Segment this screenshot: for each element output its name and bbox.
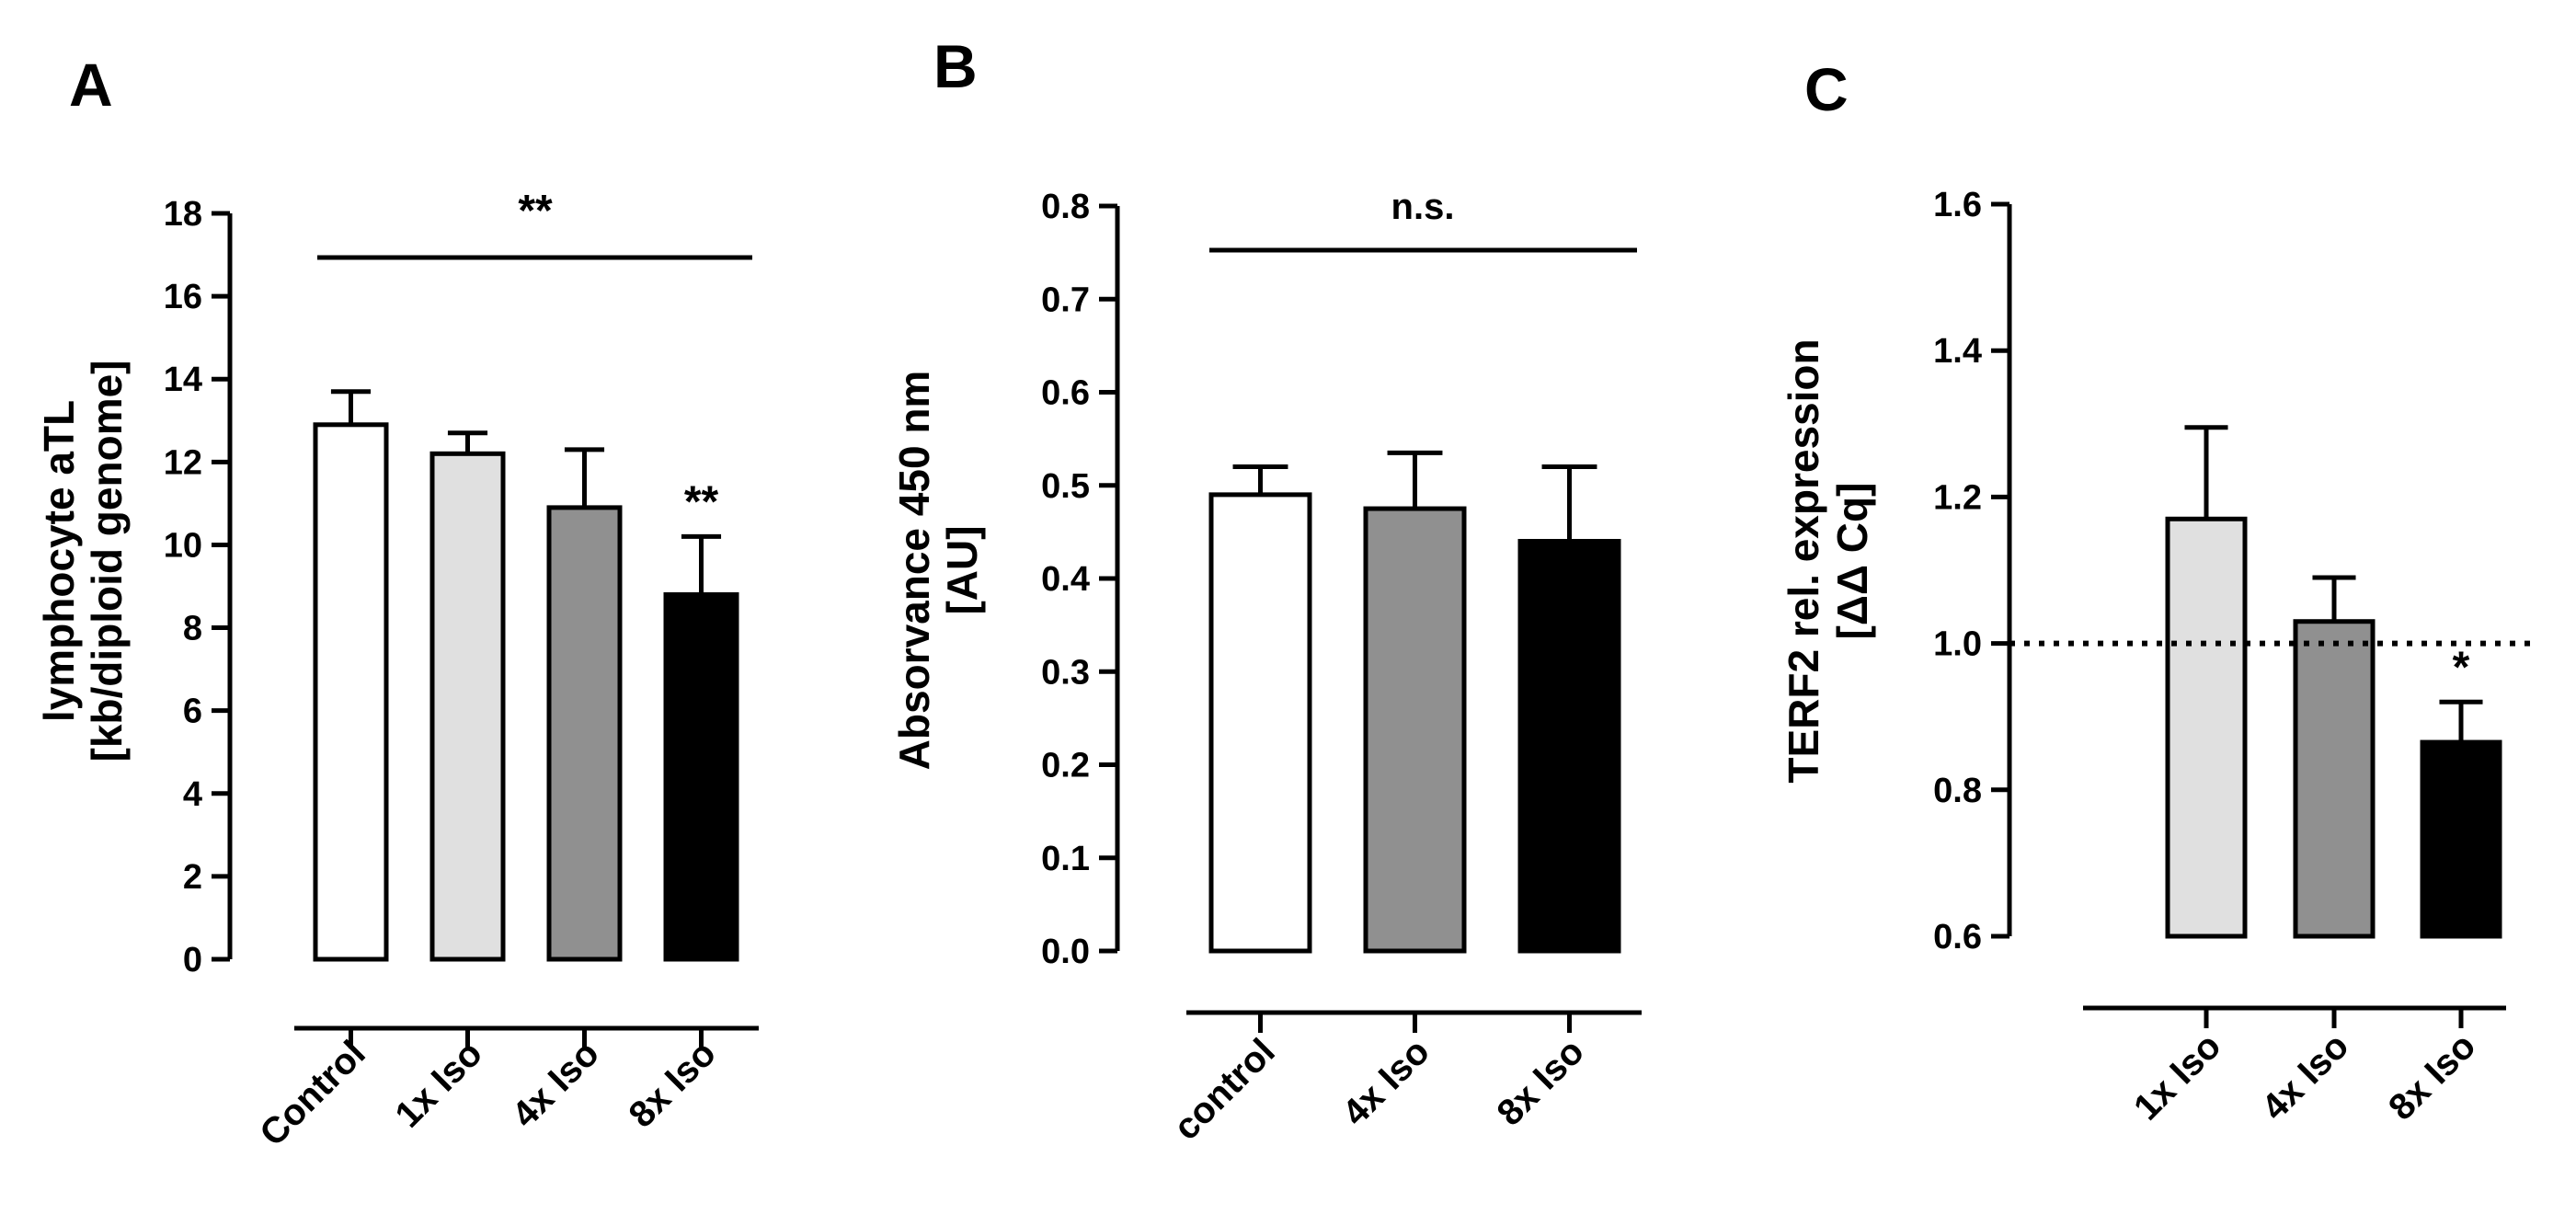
y-tick-label-c: 0.8 [1933,772,1982,810]
x-tick-label-c: 4x Iso [2254,1025,2356,1128]
bar-a-4 [663,592,739,962]
bar-annotation-c: * [2453,643,2470,692]
x-tick-label-a: Control [252,1033,373,1154]
panel-label-a: A [69,51,113,119]
bar-annotation-a: ** [684,477,719,526]
y-tick-label-b: 0.5 [1041,467,1090,506]
plot-a: 0 2 4 6 8 10 12 14 16 18 ** Control 1x Iso 4x Iso 8x I… [164,195,759,1154]
y-tick-label-b: 0.6 [1041,374,1090,413]
y-tick-label-b: 0.8 [1041,188,1090,226]
y-tick-label-a: 10 [164,526,202,565]
y-tick-label-c: 1.2 [1933,478,1982,517]
y-tick-label-a: 4 [183,775,202,814]
x-tick-label-b: control [1166,1031,1283,1148]
y-tick-label-c: 1.4 [1933,332,1982,371]
bar-a-2 [429,451,506,962]
y-tick-label-b: 0.3 [1041,653,1090,692]
plot-c: 0.6 0.8 1.0 1.2 1.4 1.6 * 1x Iso 4x Iso 8x Iso [1933,186,2538,1128]
y-tick-label-a: 14 [164,361,202,399]
bar-c-3 [2420,739,2502,939]
panel-a: A lymphocyte aTL [kb/diploid genome] 0 2 4… [35,51,759,1154]
x-tick-label-c: 8x Iso [2381,1025,2483,1128]
x-tick-label-a: 8x Iso [622,1033,724,1135]
significance-label-a: ** [518,187,553,235]
y-tick-label-a: 18 [164,195,202,234]
y-tick-label-b: 0.1 [1041,840,1090,878]
y-tick-label-a: 16 [164,278,202,316]
bar-a-1 [313,422,389,962]
y-tick-label-a: 0 [183,941,202,979]
x-tick-label-b: 4x Iso [1335,1031,1437,1133]
panel-label-c: C [1804,55,1849,123]
y-tick-label-b: 0.7 [1041,281,1090,319]
plot-b: 0.0 0.1 0.2 0.3 0.4 0.5 0.6 0.7 0.8 control 4x Iso… [1041,188,1642,1148]
significance-label-b: n.s. [1391,187,1455,227]
y-tick-label-b: 0.0 [1041,933,1090,971]
bar-b-3 [1517,539,1621,954]
panel-label-b: B [933,32,978,100]
y-tick-label-c: 1.6 [1933,186,1982,224]
x-tick-label-a: 1x Iso [388,1033,490,1135]
bar-c-2 [2293,619,2376,939]
bar-b-1 [1208,492,1312,954]
panel-b: B Absorvance 450 nm [AU] 0.0 0.1 0.2 0.3 0.4… [890,32,1642,1148]
y-tick-label-b: 0.4 [1041,560,1090,599]
y-tick-label-a: 8 [183,610,202,648]
y-tick-label-c: 1.0 [1933,625,1982,664]
y-tick-label-a: 2 [183,858,202,897]
y-axis-label-c-line1: TERF2 rel. expression [1780,338,1827,783]
bar-c-1 [2165,516,2248,939]
panel-c: C TERF2 rel. expression [ΔΔ Cq] 0.6 0.8 1.… [1780,55,2538,1128]
x-tick-label-a: 4x Iso [505,1033,607,1135]
bar-b-2 [1363,506,1467,954]
y-axis-label-c-line2: [ΔΔ Cq] [1828,483,1876,640]
y-tick-label-a: 12 [164,443,202,482]
x-tick-label-c: 1x Iso [2126,1025,2228,1128]
bar-a-3 [546,505,623,962]
y-tick-label-a: 6 [183,693,202,731]
y-tick-label-c: 0.6 [1933,918,1982,956]
y-axis-label-a-line2: [kb/diploid genome] [83,361,131,762]
y-axis-label-a-line1: lymphocyte aTL [35,400,83,722]
y-axis-label-b-line2: [AU] [938,525,986,614]
x-tick-label-b: 8x Iso [1490,1031,1592,1133]
y-axis-label-b-line1: Absorvance 450 nm [890,371,938,771]
y-tick-label-b: 0.2 [1041,747,1090,785]
